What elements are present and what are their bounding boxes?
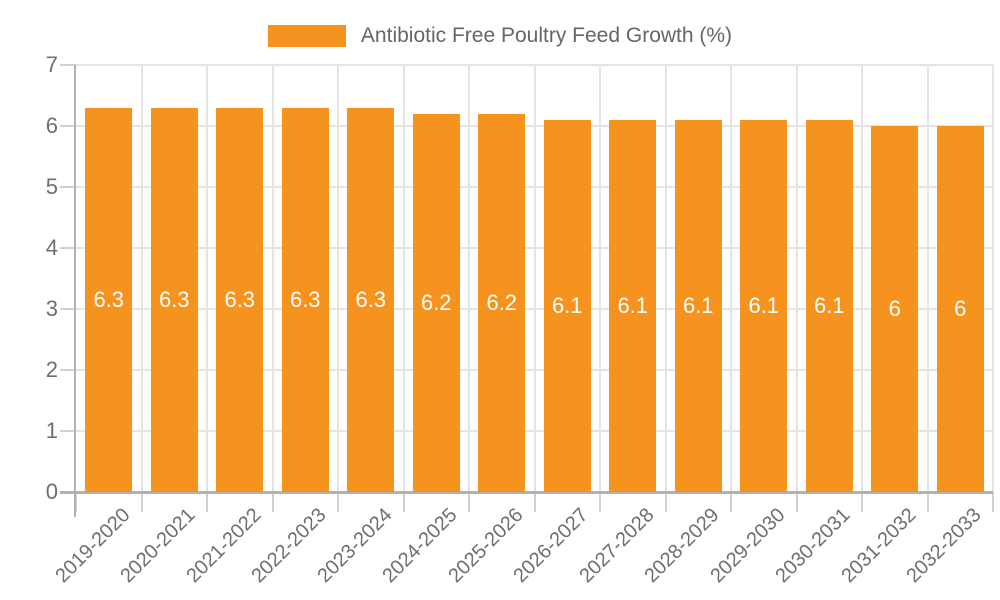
bar[interactable]: [805, 119, 853, 492]
x-tick: [271, 492, 274, 512]
y-tick: [60, 430, 76, 432]
bar-value-label: 6.1: [682, 292, 714, 318]
gridline-v: [468, 65, 470, 492]
x-tick: [992, 492, 994, 512]
bar[interactable]: [871, 126, 919, 492]
bar-value-label: 6.1: [617, 292, 649, 318]
bar-value-label: 6.2: [420, 289, 452, 315]
y-tick: [60, 369, 76, 371]
bar[interactable]: [740, 119, 788, 492]
bar-value-label: 6.1: [813, 292, 845, 318]
x-tick: [795, 492, 798, 512]
y-tick: [60, 247, 76, 249]
gridline-v: [206, 65, 208, 492]
legend-swatch: [267, 25, 346, 47]
gridline-v: [533, 65, 536, 492]
bar-value-label: 6.3: [289, 286, 321, 312]
bar[interactable]: [936, 126, 984, 492]
x-tick: [730, 492, 732, 512]
gridline-v: [140, 65, 143, 492]
y-tick-label: 2: [45, 357, 58, 382]
bar[interactable]: [281, 107, 329, 492]
x-tick: [140, 492, 143, 512]
x-tick: [468, 492, 470, 512]
bar-value-label: 6: [888, 296, 901, 321]
bar[interactable]: [478, 113, 526, 492]
bar[interactable]: [85, 107, 133, 492]
x-tick: [337, 492, 339, 512]
bar[interactable]: [609, 119, 657, 492]
gridline-v: [926, 65, 929, 492]
x-tick: [75, 492, 77, 512]
x-tick: [861, 492, 863, 512]
gridline-v: [337, 65, 339, 492]
x-tick: [206, 492, 208, 512]
bar-value-label: 6.3: [355, 286, 387, 312]
y-tick: [60, 64, 76, 66]
bar[interactable]: [543, 119, 591, 492]
x-axis-line: [60, 491, 993, 494]
bar[interactable]: [412, 113, 460, 492]
gridline-v: [599, 65, 601, 492]
bar[interactable]: [216, 107, 264, 492]
legend-label: Antibiotic Free Poultry Feed Growth (%): [360, 24, 733, 47]
y-tick-label: 5: [45, 174, 58, 199]
bar[interactable]: [150, 107, 198, 492]
gridline-v: [861, 65, 863, 492]
y-axis-line: [74, 65, 76, 517]
x-tick: [926, 492, 929, 512]
gridline-v: [795, 65, 798, 492]
x-tick: [402, 492, 405, 512]
gridline-v: [271, 65, 274, 492]
y-tick-label: 1: [45, 418, 58, 443]
bar-value-label: 6: [954, 296, 967, 321]
gridline-v: [992, 65, 994, 492]
y-tick-label: 7: [45, 52, 58, 77]
bar-value-label: 6.3: [158, 286, 190, 312]
y-tick: [60, 308, 76, 310]
y-tick-label: 4: [45, 235, 58, 260]
bar-value-label: 6.1: [748, 292, 780, 318]
y-tick: [60, 125, 76, 127]
y-tick-label: 0: [45, 479, 58, 504]
bar-value-label: 6.3: [93, 286, 125, 312]
bar-value-label: 6.3: [224, 286, 256, 312]
x-tick: [533, 492, 536, 512]
bar[interactable]: [674, 119, 722, 492]
bar[interactable]: [347, 107, 395, 492]
y-tick: [60, 186, 76, 188]
chart-legend[interactable]: Antibiotic Free Poultry Feed Growth (%): [0, 14, 1000, 58]
x-tick: [664, 492, 667, 512]
x-tick: [599, 492, 601, 512]
y-tick-label: 6: [45, 113, 58, 138]
gridline-v: [730, 65, 732, 492]
bar-value-label: 6.1: [551, 292, 583, 318]
gridline-v: [402, 65, 405, 492]
y-tick-label: 3: [45, 296, 58, 321]
bar-value-label: 6.2: [486, 289, 518, 315]
gridline-v: [664, 65, 667, 492]
